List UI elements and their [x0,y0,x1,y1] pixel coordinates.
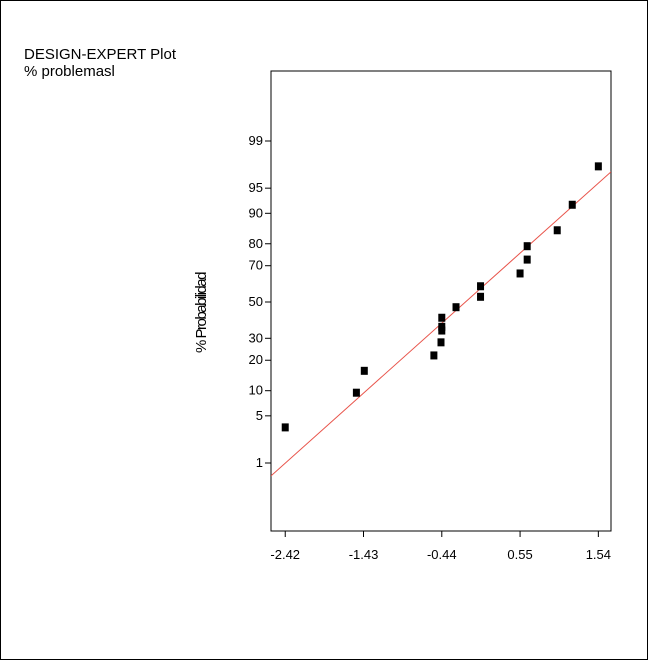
data-point [360,366,368,375]
y-tick-label: 50 [249,294,263,309]
y-tick-label: 70 [249,258,263,273]
data-point [438,322,446,331]
x-tick-label: 0.55 [507,547,532,562]
y-tick-label: 95 [249,180,263,195]
data-point [430,351,438,360]
data-point [438,313,446,322]
data-points [281,162,602,432]
data-point [352,388,360,397]
plot-header-response: % problemasl [24,63,115,80]
y-tick-label: 90 [249,205,263,220]
y-tick-label: 20 [249,352,263,367]
data-point [452,303,460,312]
x-tick-label: -2.42 [270,547,300,562]
y-tick-label: 99 [249,133,263,148]
data-point [594,162,602,171]
x-tick-label: -0.44 [427,547,457,562]
y-tick-label: 1 [256,455,263,470]
data-point [553,226,561,235]
data-point [437,338,445,347]
y-tick-label: 30 [249,330,263,345]
x-tick-label: -1.43 [349,547,379,562]
data-point [477,282,485,291]
plot-area-border [270,70,612,532]
data-point [523,242,531,251]
data-point [523,255,531,264]
data-point [477,292,485,301]
plot-header-title: DESIGN-EXPERT Plot [24,46,176,63]
axes: 1 5 10 20 30 50 70 80 90 95 99 -2.42 -1.43 -0.44 0.55 1… [249,133,611,562]
x-tick-label: 1.54 [586,547,611,562]
data-point [568,200,576,209]
y-tick-label: 10 [249,383,263,398]
y-tick-label: 5 [256,408,263,423]
y-axis-label: % Probabilidad [193,272,210,353]
y-tick-label: 80 [249,236,263,251]
data-point [281,423,289,432]
data-point [516,269,524,278]
